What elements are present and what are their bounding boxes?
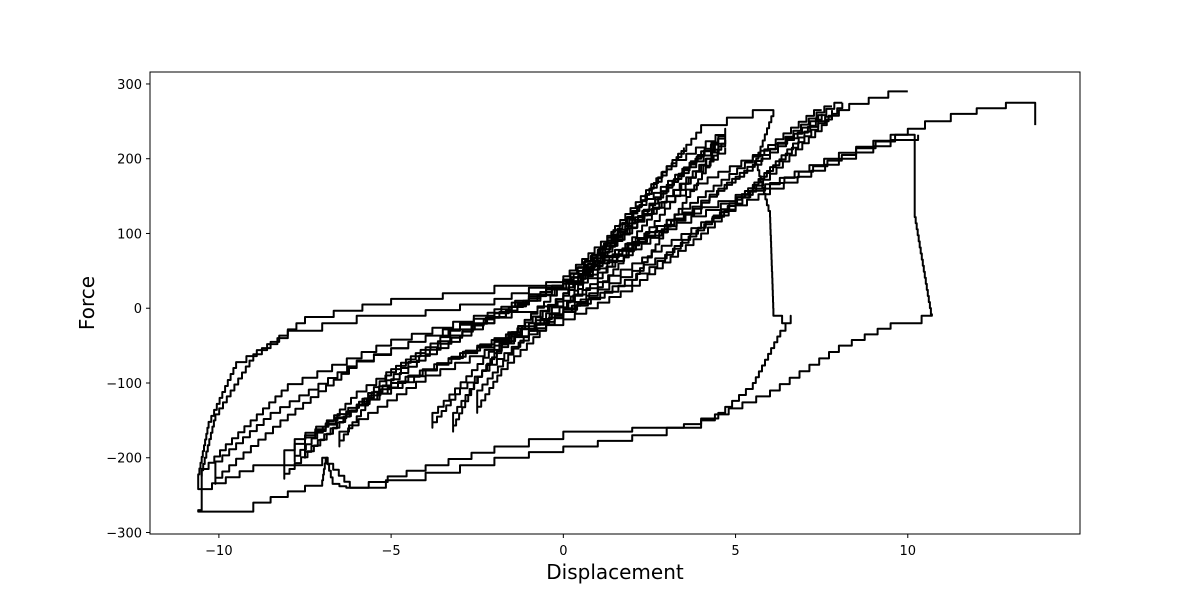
series-line-9 [214,90,920,485]
y-ticks: −300 −200 −100 0 100 200 300 [106,78,150,542]
series-line-8 [197,133,933,513]
y-tick-label: 200 [117,153,142,168]
x-tick-label: 10 [900,544,917,559]
series-line-2 [452,135,727,433]
series-layer [197,90,1037,513]
y-axis-label: Force [75,276,99,330]
y-tick-label: 0 [134,302,142,317]
y-tick-label: −300 [106,527,142,542]
series-line-7 [197,109,792,491]
series-line-11 [476,142,720,414]
y-tick-label: 300 [117,78,142,93]
plot-area-frame [149,71,1081,535]
x-tick-label: −5 [382,544,401,559]
series-line-10 [200,101,1037,477]
x-tick-label: −10 [205,544,232,559]
x-ticks: −10 −5 0 5 10 [205,534,916,559]
x-tick-label: 5 [731,544,739,559]
y-tick-label: 100 [117,227,142,242]
x-tick-label: 0 [559,544,567,559]
x-axis-label: Displacement [546,560,684,584]
y-tick-label: −100 [106,377,142,392]
y-tick-label: −200 [106,452,142,467]
